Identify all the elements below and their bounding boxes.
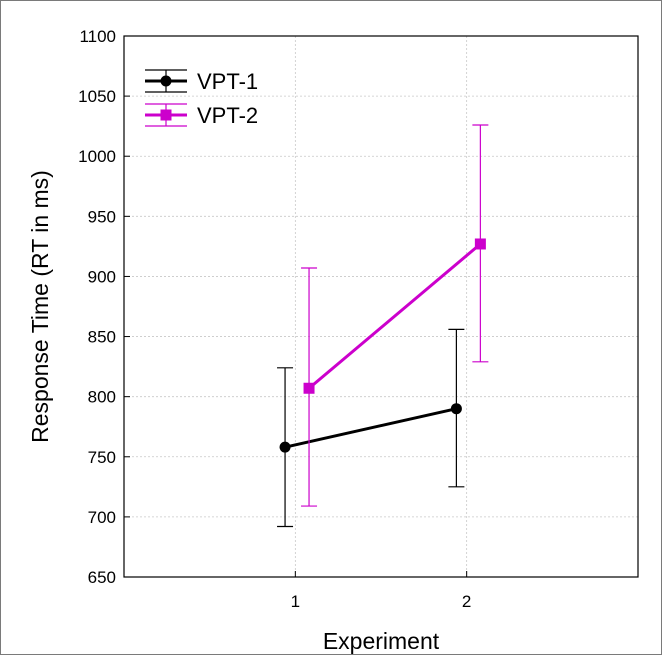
x-tick-label: 2 bbox=[462, 592, 471, 611]
series-layer bbox=[277, 124, 489, 528]
y-tick-label: 950 bbox=[88, 207, 116, 226]
series-vpt-2 bbox=[301, 124, 489, 507]
series-vpt-1 bbox=[277, 328, 465, 528]
legend-marker bbox=[160, 109, 172, 121]
y-tick-label: 1050 bbox=[78, 87, 116, 106]
y-tick-label: 650 bbox=[88, 568, 116, 587]
data-point bbox=[303, 382, 315, 394]
y-tick-label: 700 bbox=[88, 508, 116, 527]
y-axis-title: Response Time (RT in ms) bbox=[27, 170, 53, 443]
legend: VPT-1 VPT-2 bbox=[145, 69, 258, 128]
series-line bbox=[308, 242, 482, 390]
y-tick-label: 850 bbox=[88, 328, 116, 347]
x-axis-title: Experiment bbox=[323, 628, 440, 654]
plot-frame bbox=[123, 35, 639, 578]
y-tick-label: 750 bbox=[88, 448, 116, 467]
data-point bbox=[279, 441, 291, 453]
legend-label: VPT-2 bbox=[197, 103, 258, 128]
legend-item-vpt-2: VPT-2 bbox=[145, 103, 258, 128]
y-axis: 650 700 750 800 850 900 950 1000 1050 1100 bbox=[78, 27, 130, 587]
legend-item-vpt-1: VPT-1 bbox=[145, 69, 258, 94]
legend-marker bbox=[160, 75, 172, 87]
data-point bbox=[474, 238, 486, 250]
y-tick-label: 800 bbox=[88, 388, 116, 407]
y-tick-label: 1000 bbox=[78, 147, 116, 166]
legend-label: VPT-1 bbox=[197, 69, 258, 94]
y-tick-label: 900 bbox=[88, 267, 116, 286]
y-tick-label: 1100 bbox=[79, 27, 116, 46]
series-line bbox=[284, 407, 457, 449]
data-point bbox=[450, 403, 462, 415]
grid-layer bbox=[124, 36, 638, 577]
x-tick-label: 1 bbox=[291, 592, 300, 611]
